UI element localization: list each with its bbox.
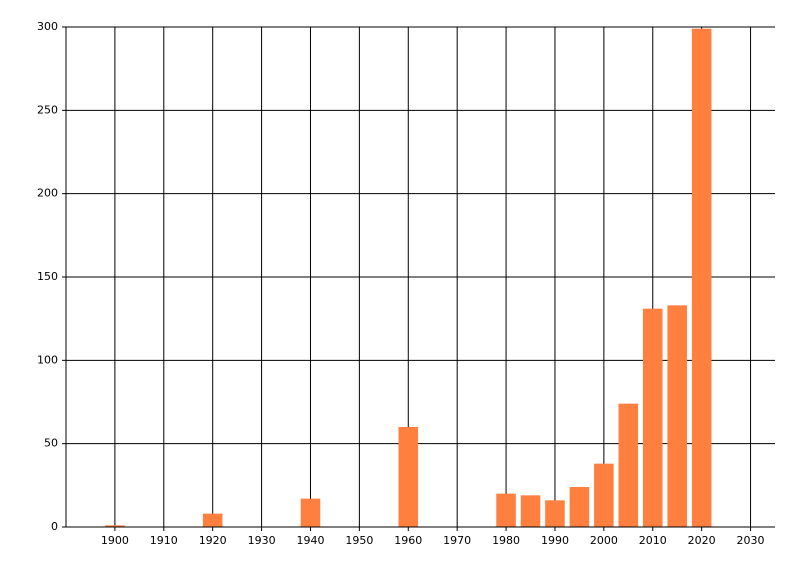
bar bbox=[105, 525, 125, 527]
x-tick-label: 1950 bbox=[345, 534, 373, 547]
bar bbox=[496, 493, 516, 527]
y-tick-label: 0 bbox=[51, 520, 58, 533]
y-tick-label: 200 bbox=[37, 187, 58, 200]
y-tick-label: 150 bbox=[37, 270, 58, 283]
bar bbox=[569, 487, 590, 527]
bar bbox=[618, 403, 639, 527]
bar bbox=[667, 305, 687, 527]
x-tick-label: 1980 bbox=[492, 534, 520, 547]
x-tick-label: 1970 bbox=[443, 534, 471, 547]
x-tick-label: 1920 bbox=[199, 534, 227, 547]
y-tick-label: 300 bbox=[37, 20, 58, 33]
x-tick-label: 1960 bbox=[394, 534, 422, 547]
x-tick-label: 1940 bbox=[296, 534, 324, 547]
bar bbox=[691, 28, 712, 528]
x-tick-label: 2000 bbox=[590, 534, 618, 547]
bar bbox=[545, 500, 565, 527]
x-tick-label: 1990 bbox=[541, 534, 569, 547]
x-tick-label: 1910 bbox=[150, 534, 178, 547]
bar bbox=[300, 498, 321, 527]
bar bbox=[594, 463, 614, 527]
x-tick-label: 2020 bbox=[688, 534, 716, 547]
x-tick-label: 2030 bbox=[737, 534, 765, 547]
y-tick-label: 250 bbox=[37, 103, 58, 116]
bar bbox=[520, 495, 541, 527]
y-tick-label: 50 bbox=[44, 437, 58, 450]
x-tick-label: 2010 bbox=[639, 534, 667, 547]
bar bbox=[398, 427, 419, 527]
bar bbox=[642, 308, 663, 527]
x-tick-label: 1930 bbox=[248, 534, 276, 547]
bar bbox=[202, 513, 223, 527]
x-tick-label: 1900 bbox=[101, 534, 129, 547]
y-tick-label: 100 bbox=[37, 353, 58, 366]
